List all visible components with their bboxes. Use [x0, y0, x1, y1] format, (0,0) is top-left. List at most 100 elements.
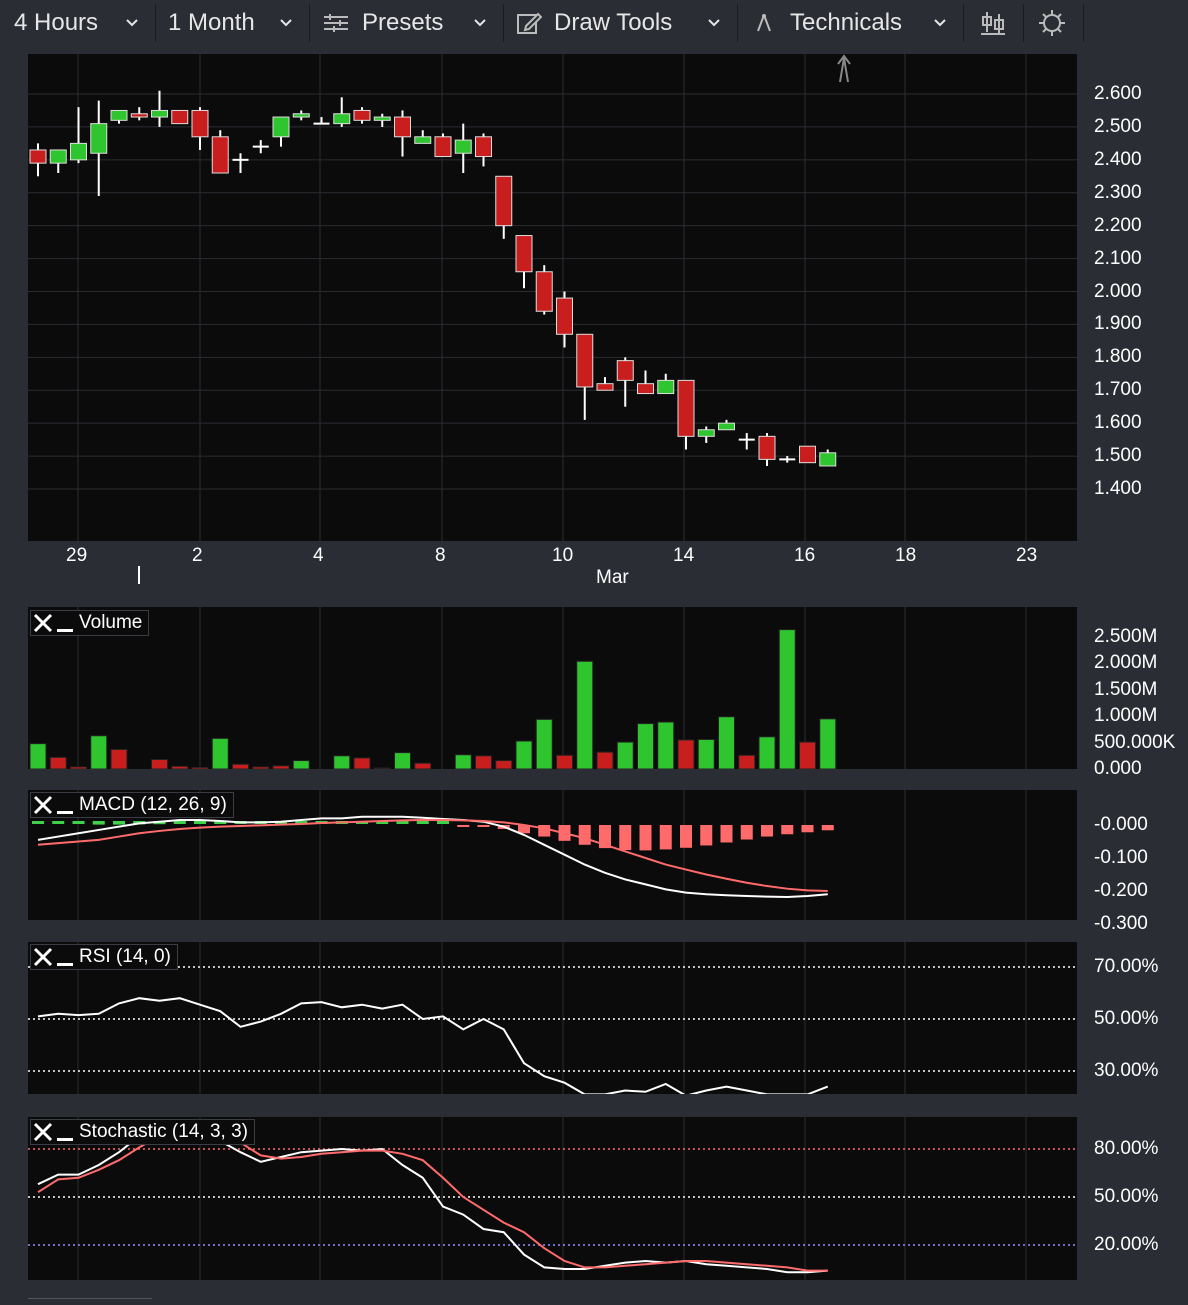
volume-bar [819, 718, 837, 769]
crosshair-tick [138, 566, 140, 584]
macd-histogram-bar [295, 821, 308, 824]
volume-bar [110, 748, 128, 769]
candle [29, 143, 47, 177]
macd-histogram-bar [92, 821, 105, 825]
volume-bar [475, 755, 492, 769]
macd-histogram-bar [416, 821, 429, 824]
volume-title: Volume [79, 612, 143, 633]
minimize-icon[interactable] [55, 1120, 75, 1144]
volume-bar [151, 758, 168, 769]
presets-button[interactable]: Presets [310, 4, 504, 42]
interval-label: 4 Hours [14, 9, 99, 36]
candle [596, 377, 614, 391]
chevron-down-icon [126, 19, 138, 27]
x-axis-month-label: Mar [596, 567, 629, 588]
range-select[interactable]: 1 Month [156, 4, 310, 42]
candle [454, 123, 472, 173]
macd-histogram-bar [72, 821, 85, 824]
range-label: 1 Month [168, 9, 255, 36]
close-icon[interactable] [31, 793, 55, 817]
price-axis-tick-label: 2.400 [1094, 148, 1142, 170]
candle [819, 449, 837, 467]
rsi-axis-tick-label: 30.00% [1094, 1060, 1159, 1081]
macd-line [37, 815, 828, 898]
minimize-icon[interactable] [55, 611, 75, 635]
candle [779, 456, 796, 463]
macd-title: MACD (12, 26, 9) [79, 794, 227, 815]
settings-button[interactable] [1024, 4, 1084, 42]
volume-bar [232, 763, 249, 769]
macd-histogram-bar [720, 825, 733, 843]
x-axis-tick-label: 4 [313, 545, 324, 566]
stochastic-axis-tick-label: 80.00% [1094, 1138, 1159, 1159]
candle [394, 110, 411, 157]
macd-histogram-bar [477, 825, 490, 827]
candle [515, 235, 533, 289]
volume-bar [637, 723, 654, 769]
close-icon[interactable] [31, 611, 55, 635]
candle [353, 107, 371, 124]
stochastic-axis-tick-label: 20.00% [1094, 1234, 1159, 1255]
candle [272, 116, 290, 147]
minimize-icon[interactable] [55, 793, 75, 817]
candle [151, 90, 168, 127]
volume-bar [292, 760, 310, 769]
rsi-line [37, 997, 829, 1094]
technicals-button[interactable]: Technicals [738, 4, 964, 42]
candle [130, 107, 148, 121]
volume-bar [616, 741, 634, 769]
macd-signal-line [37, 819, 828, 892]
candle [657, 373, 675, 395]
volume-axis-tick-label: 0.000 [1094, 758, 1142, 779]
candle [292, 110, 310, 121]
draw-tools-button[interactable]: Draw Tools [504, 4, 738, 42]
macd-histogram-bar [194, 821, 206, 824]
macd-histogram-bar [740, 825, 753, 840]
macd-axis-tick-label: -0.100 [1094, 847, 1148, 868]
arrow-marker-icon [837, 54, 851, 83]
close-icon[interactable] [31, 1120, 55, 1144]
price-axis-tick-label: 1.800 [1094, 346, 1142, 368]
volume-bar [657, 721, 675, 769]
macd-axis-tick-label: -0.300 [1094, 913, 1148, 934]
candle [171, 109, 189, 125]
price-axis-tick-label: 2.600 [1094, 83, 1142, 104]
volume-bar [394, 752, 411, 769]
macd-histogram-bar [781, 825, 794, 835]
macd-histogram-bar [52, 821, 65, 824]
rsi-title: RSI (14, 0) [79, 946, 171, 967]
volume-panel[interactable] [28, 607, 1077, 769]
candle [495, 175, 513, 239]
candle [758, 433, 776, 466]
price-chart-panel[interactable] [28, 54, 1077, 541]
macd-histogram-bar [518, 825, 530, 834]
bottom-scroll-indicator[interactable] [28, 1298, 152, 1305]
volume-bar [697, 738, 715, 769]
rsi-panel[interactable] [28, 942, 1077, 1094]
volume-bar [211, 737, 229, 769]
macd-histogram-bar [619, 825, 632, 851]
candle [677, 379, 695, 450]
macd-histogram-bar [761, 825, 773, 837]
price-chart [28, 54, 1077, 541]
x-axis-tick-label: 10 [552, 545, 574, 566]
chart-type-button[interactable] [964, 4, 1024, 42]
x-axis-tick-label: 14 [673, 545, 695, 566]
x-axis-tick-label: 23 [1016, 545, 1038, 566]
candle [211, 130, 229, 174]
interval-select[interactable]: 4 Hours [0, 4, 156, 42]
minimize-icon[interactable] [55, 945, 75, 969]
volume-bar [353, 757, 371, 769]
macd-indicator-label: MACD (12, 26, 9) [30, 792, 234, 818]
volume-bar [515, 740, 533, 769]
close-icon[interactable] [31, 945, 55, 969]
price-axis-tick-label: 2.300 [1094, 181, 1142, 203]
candle [738, 433, 755, 450]
volume-axis-tick-label: 2.000M [1094, 652, 1158, 674]
technicals-label: Technicals [790, 9, 903, 36]
volume-bar [738, 754, 756, 769]
volume-bar [495, 760, 513, 769]
volume-bar [272, 765, 290, 769]
candle [637, 370, 654, 395]
compass-icon [756, 13, 772, 33]
